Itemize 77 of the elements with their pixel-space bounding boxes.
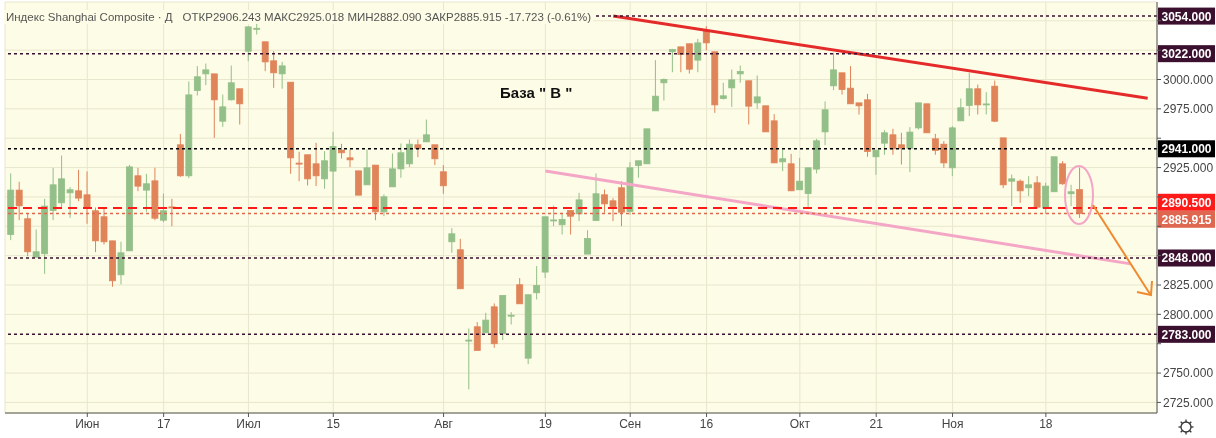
candlestick	[143, 173, 150, 213]
candlestick	[1016, 178, 1024, 204]
candlestick	[575, 192, 583, 222]
ref-line-label: 2848.000	[1161, 251, 1212, 266]
candlestick	[965, 72, 973, 117]
annotation: База " В "	[500, 84, 573, 101]
candlestick	[227, 65, 235, 102]
y-tick-label: 2750.000	[1163, 366, 1214, 381]
candlestick	[117, 241, 125, 285]
candlestick	[219, 94, 227, 128]
candlestick	[465, 327, 473, 390]
y-tick-label: 2725.000	[1163, 395, 1214, 410]
text: Индекс Shanghai Composite · Д	[6, 10, 173, 24]
candlestick	[15, 181, 23, 221]
candlestick	[1059, 160, 1066, 186]
candlestick	[660, 77, 668, 102]
ref-line-label: 3022.000	[1161, 47, 1212, 62]
y-tick-label: 2825.000	[1163, 278, 1214, 293]
candlestick	[193, 65, 201, 96]
candlestick	[974, 84, 982, 115]
candlestick	[482, 312, 490, 334]
candlestick	[567, 209, 574, 236]
candlestick	[753, 75, 761, 110]
candlestick	[278, 61, 286, 90]
ref-line-label: 3054.000	[1161, 9, 1212, 24]
x-tick-label: 21	[869, 416, 884, 431]
candlestick	[473, 321, 481, 351]
candlestick	[516, 277, 524, 305]
candlestick	[168, 198, 176, 227]
candlestick	[431, 144, 439, 166]
candlestick	[779, 148, 787, 172]
candlestick	[1008, 174, 1016, 207]
candlestick	[439, 164, 447, 195]
x-tick-label: Авг	[434, 416, 454, 431]
candlestick	[448, 227, 456, 254]
x-tick-label: 15	[326, 416, 341, 431]
x-tick-label: 19	[538, 416, 553, 431]
candlestick	[957, 98, 965, 122]
ref-line-label: 2941.000	[1161, 142, 1212, 157]
candlestick	[652, 59, 659, 112]
x-tick-label: Ноя	[941, 416, 964, 431]
ref-line-label: 2890.500	[1161, 195, 1212, 210]
candlestick	[584, 229, 591, 255]
candlestick	[346, 148, 354, 168]
candlestick	[1025, 175, 1033, 197]
x-tick-label: Июл	[236, 416, 261, 431]
candlestick	[906, 126, 914, 173]
candlestick	[414, 139, 422, 158]
x-tick-label: Окт	[789, 416, 811, 431]
x-tick-label: 16	[699, 416, 714, 431]
candlestick	[533, 265, 541, 300]
candlestick	[728, 69, 736, 108]
x-tick-label: Июн	[75, 416, 100, 431]
candlestick	[363, 148, 371, 186]
text: ОТКР2906.243 МАКС2925.018 МИН2882.090 ЗАКР2885.915 -17.723 (-0.61%)	[182, 10, 592, 24]
candlestick	[1076, 167, 1083, 219]
y-tick-label: 2925.000	[1163, 160, 1214, 175]
candlestick	[821, 100, 829, 146]
candlestick	[422, 119, 430, 143]
candlestick	[872, 149, 880, 176]
candlestick	[830, 52, 837, 91]
candlestick	[982, 91, 990, 115]
x-tick-label: 17	[156, 416, 171, 431]
candlestick	[159, 193, 167, 223]
candlestick	[694, 38, 702, 73]
y-tick-label: 2975.000	[1163, 102, 1214, 117]
x-tick-label: Сен	[619, 416, 642, 431]
candlestick	[236, 88, 244, 125]
y-tick-label: 3000.000	[1163, 72, 1214, 87]
candlestick	[881, 129, 888, 156]
ref-line-label: 2783.000	[1161, 327, 1212, 342]
candlestick	[202, 63, 210, 86]
y-tick-label: 2800.000	[1163, 307, 1214, 322]
candlestick	[1067, 184, 1075, 207]
candlestick	[134, 167, 142, 192]
x-tick-label: 18	[1039, 416, 1053, 431]
ref-line-label: 2885.915	[1161, 212, 1212, 227]
